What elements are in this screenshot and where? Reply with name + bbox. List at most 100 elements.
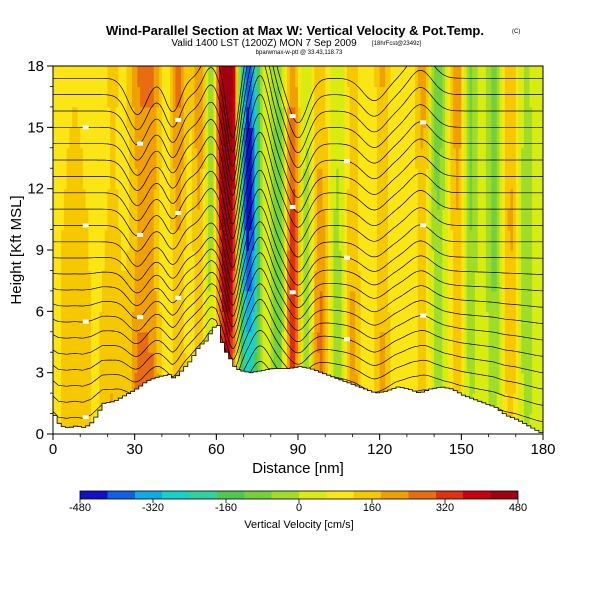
velocity-cell xyxy=(396,209,400,231)
velocity-cell xyxy=(259,168,264,190)
velocity-cell xyxy=(240,250,245,272)
velocity-cell xyxy=(167,311,171,333)
velocity-cell xyxy=(382,106,386,128)
velocity-cell xyxy=(213,86,217,108)
velocity-cell xyxy=(129,168,133,190)
velocity-cell xyxy=(521,127,525,149)
velocity-cell xyxy=(102,311,106,333)
velocity-cell xyxy=(347,86,351,108)
x-tick-label: 60 xyxy=(208,441,225,458)
velocity-cell xyxy=(417,270,422,292)
velocity-cell xyxy=(322,147,326,169)
velocity-cell xyxy=(134,352,138,374)
velocity-cell xyxy=(161,352,166,374)
velocity-cell xyxy=(483,66,487,88)
velocity-cell xyxy=(53,127,57,149)
velocity-cell xyxy=(469,229,473,251)
velocity-cell xyxy=(91,168,95,190)
velocity-cell xyxy=(311,270,315,292)
velocity-cell xyxy=(161,290,166,312)
velocity-cell xyxy=(107,311,111,333)
velocity-cell xyxy=(371,127,375,149)
velocity-cell xyxy=(159,66,163,88)
velocity-cell xyxy=(428,66,432,88)
velocity-cell xyxy=(257,229,261,251)
velocity-cell xyxy=(227,66,231,88)
velocity-cell xyxy=(510,127,514,149)
velocity-cell xyxy=(229,311,234,333)
velocity-cell xyxy=(55,393,60,415)
velocity-cell xyxy=(137,250,141,272)
velocity-cell xyxy=(352,188,356,210)
velocity-cell xyxy=(453,188,457,210)
velocity-cell xyxy=(327,127,332,149)
contour-label xyxy=(344,159,350,164)
velocity-cell xyxy=(401,250,405,272)
velocity-cell xyxy=(534,372,539,394)
velocity-cell xyxy=(322,311,326,333)
velocity-cell xyxy=(494,168,498,190)
velocity-cell xyxy=(450,352,454,374)
velocity-cell xyxy=(77,290,81,312)
velocity-cell xyxy=(61,147,65,169)
velocity-cell xyxy=(257,311,261,333)
velocity-cell xyxy=(447,250,452,272)
velocity-cell xyxy=(401,372,405,394)
velocity-cell xyxy=(164,147,168,169)
velocity-cell xyxy=(425,270,430,292)
velocity-cell xyxy=(494,311,498,333)
velocity-cell xyxy=(347,168,351,190)
velocity-cell xyxy=(480,352,484,374)
velocity-cell xyxy=(423,168,427,190)
velocity-cell xyxy=(496,209,501,231)
velocity-cell xyxy=(55,331,60,353)
velocity-cell xyxy=(450,331,454,353)
velocity-cell xyxy=(216,250,220,272)
velocity-cell xyxy=(273,270,277,292)
velocity-cell xyxy=(412,86,416,108)
velocity-cell xyxy=(488,188,492,210)
velocity-cell xyxy=(357,250,362,272)
velocity-cell xyxy=(295,270,299,292)
velocity-cell xyxy=(194,311,198,333)
velocity-cell xyxy=(314,66,318,88)
velocity-cell xyxy=(540,250,543,272)
velocity-cell xyxy=(88,209,92,231)
velocity-cell xyxy=(289,270,294,292)
velocity-cell xyxy=(151,290,155,312)
velocity-cell xyxy=(537,168,541,190)
velocity-cell xyxy=(355,66,359,88)
velocity-cell xyxy=(221,66,226,88)
velocity-cell xyxy=(121,250,125,272)
velocity-cell xyxy=(327,188,332,210)
velocity-cell xyxy=(112,106,117,128)
velocity-cell xyxy=(379,331,383,353)
velocity-cell xyxy=(300,311,305,333)
velocity-cell xyxy=(257,127,261,149)
velocity-cell xyxy=(494,209,498,231)
velocity-cell xyxy=(156,188,160,210)
velocity-cell xyxy=(488,372,492,394)
velocity-cell xyxy=(504,352,509,374)
velocity-cell xyxy=(496,372,501,394)
velocity-cell xyxy=(82,290,87,312)
velocity-cell xyxy=(360,168,364,190)
velocity-cell xyxy=(374,209,378,231)
velocity-cell xyxy=(412,352,416,374)
velocity-cell xyxy=(268,270,272,292)
velocity-cell xyxy=(325,250,329,272)
velocity-cell xyxy=(409,209,413,231)
velocity-cell xyxy=(491,86,495,108)
velocity-cell xyxy=(107,168,111,190)
velocity-cell xyxy=(156,106,160,128)
velocity-cell xyxy=(85,372,89,394)
velocity-cell xyxy=(317,106,321,128)
velocity-cell xyxy=(480,250,484,272)
velocity-cell xyxy=(151,229,155,251)
velocity-cell xyxy=(455,372,460,394)
velocity-cell xyxy=(436,290,441,312)
colorbar-title: Vertical Velocity [cm/s] xyxy=(244,519,353,531)
velocity-cell xyxy=(208,106,212,128)
velocity-cell xyxy=(382,270,386,292)
